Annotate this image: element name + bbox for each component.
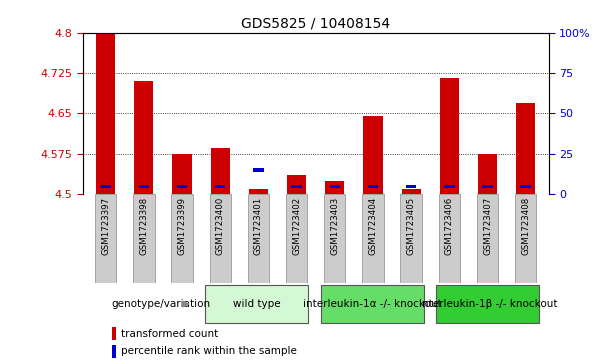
Bar	[402, 189, 421, 194]
Bar	[172, 154, 192, 194]
Bar	[516, 103, 535, 194]
Bar	[324, 194, 346, 283]
Bar	[362, 194, 384, 283]
Text: transformed count: transformed count	[121, 329, 218, 339]
Text: percentile rank within the sample: percentile rank within the sample	[121, 346, 297, 356]
Bar	[172, 194, 192, 283]
Text: GSM1723406: GSM1723406	[445, 197, 454, 255]
Bar	[133, 194, 154, 283]
Text: GSM1723405: GSM1723405	[406, 197, 416, 255]
Bar	[205, 285, 308, 323]
Bar	[515, 194, 536, 283]
Bar	[101, 184, 111, 188]
Text: wild type: wild type	[232, 299, 280, 309]
Text: interleukin-1α -/- knockout: interleukin-1α -/- knockout	[303, 299, 441, 309]
Bar	[177, 184, 188, 188]
Text: genotype/variation: genotype/variation	[112, 299, 211, 309]
Bar	[482, 184, 493, 188]
Text: GSM1723400: GSM1723400	[216, 197, 225, 255]
Bar	[477, 194, 498, 283]
Bar	[330, 184, 340, 188]
Bar	[400, 194, 422, 283]
Bar	[440, 78, 459, 194]
Bar	[439, 194, 460, 283]
Bar	[112, 344, 116, 358]
Text: interleukin-1β -/- knockout: interleukin-1β -/- knockout	[419, 299, 557, 309]
Text: GSM1723401: GSM1723401	[254, 197, 263, 255]
Text: GSM1723398: GSM1723398	[139, 197, 148, 255]
Bar	[139, 184, 149, 188]
Bar	[520, 184, 531, 188]
Bar	[96, 33, 115, 194]
Bar	[406, 184, 416, 188]
Text: GSM1723407: GSM1723407	[483, 197, 492, 255]
Bar	[248, 194, 269, 283]
Bar	[95, 194, 116, 283]
Bar	[215, 184, 226, 188]
Bar	[444, 184, 455, 188]
Bar	[436, 285, 539, 323]
Bar	[321, 285, 424, 323]
Bar	[253, 168, 264, 172]
Bar	[287, 175, 306, 194]
Bar	[112, 327, 116, 340]
Bar	[368, 184, 378, 188]
Bar	[286, 194, 307, 283]
Bar	[134, 81, 153, 194]
Text: GSM1723402: GSM1723402	[292, 197, 301, 255]
Bar	[478, 154, 497, 194]
Bar	[326, 181, 345, 194]
Title: GDS5825 / 10408154: GDS5825 / 10408154	[241, 16, 390, 30]
Bar	[210, 194, 231, 283]
Text: GSM1723408: GSM1723408	[521, 197, 530, 255]
Text: GSM1723403: GSM1723403	[330, 197, 339, 255]
Bar	[249, 189, 268, 194]
Text: GSM1723404: GSM1723404	[368, 197, 378, 255]
Bar	[291, 184, 302, 188]
Text: GSM1723399: GSM1723399	[178, 197, 186, 255]
Bar	[364, 116, 383, 194]
Bar	[211, 148, 230, 194]
Text: GSM1723397: GSM1723397	[101, 197, 110, 255]
